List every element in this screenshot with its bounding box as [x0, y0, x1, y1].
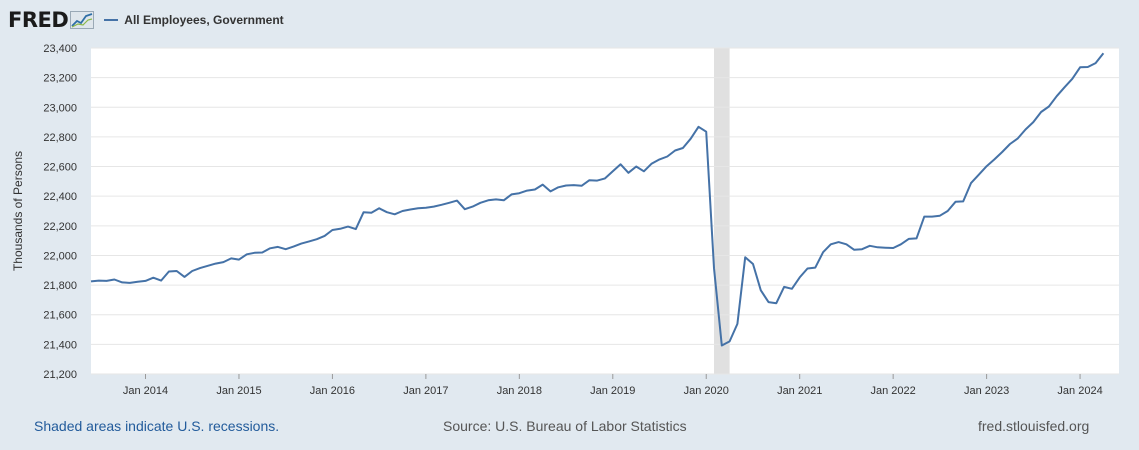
- y-tick-label: 22,000: [43, 250, 77, 262]
- y-tick-label: 21,200: [43, 369, 77, 381]
- x-tick-label: Jan 2021: [777, 385, 822, 397]
- chart-legend: All Employees, Government: [104, 13, 284, 27]
- x-tick-label: Jan 2015: [216, 385, 261, 397]
- series-line[interactable]: [90, 52, 1105, 347]
- site-link[interactable]: fred.stlouisfed.org: [978, 418, 1090, 434]
- y-tick-label: 22,400: [43, 191, 77, 203]
- chart-logo-icon: [70, 11, 95, 29]
- chart-header: FRED All Employees, Government: [8, 6, 284, 34]
- x-tick-label: Jan 2016: [310, 385, 355, 397]
- y-tick-label: 23,000: [43, 102, 77, 114]
- legend-swatch: [104, 19, 119, 21]
- y-tick-label: 22,600: [43, 162, 77, 174]
- y-tick-label: 23,200: [43, 73, 77, 85]
- legend-label: All Employees, Government: [124, 13, 284, 27]
- recession-shade: [714, 48, 730, 374]
- recession-note[interactable]: Shaded areas indicate U.S. recessions.: [34, 418, 280, 434]
- x-tick-label: Jan 2014: [123, 385, 168, 397]
- x-tick-label: Jan 2018: [497, 385, 542, 397]
- y-tick-label: 22,200: [43, 221, 77, 233]
- x-tick-label: Jan 2023: [964, 385, 1009, 397]
- x-tick-label: Jan 2024: [1057, 385, 1102, 397]
- y-tick-label: 21,400: [43, 339, 77, 351]
- y-tick-label: 21,600: [43, 310, 77, 322]
- fred-logo[interactable]: FRED: [8, 8, 95, 32]
- fred-logo-text: FRED: [8, 8, 69, 32]
- x-tick-label: Jan 2020: [684, 385, 729, 397]
- x-tick-label: Jan 2017: [403, 385, 448, 397]
- y-tick-label: 21,800: [43, 280, 77, 292]
- x-tick-label: Jan 2022: [871, 385, 916, 397]
- x-tick-label: Jan 2019: [590, 385, 635, 397]
- plot-area: [91, 48, 1119, 374]
- y-axis-label: Thousands of Persons: [11, 151, 25, 271]
- source-note: Source: U.S. Bureau of Labor Statistics: [443, 418, 687, 434]
- y-tick-label: 23,400: [43, 43, 77, 55]
- y-tick-label: 22,800: [43, 132, 77, 144]
